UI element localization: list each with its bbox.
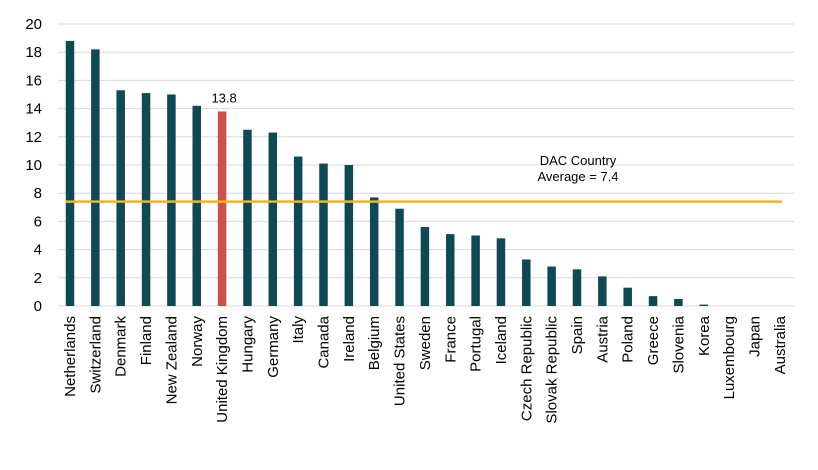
x-category-label: Sweden [417, 316, 434, 370]
y-tick-label: 2 [34, 270, 42, 287]
bar-hungary [243, 129, 252, 306]
x-category-label: Slovenia [670, 315, 687, 373]
y-tick-label: 10 [25, 157, 42, 174]
x-category-label: France [442, 316, 459, 363]
bar-france [446, 234, 455, 306]
x-category-label: Czech Republic [518, 316, 535, 422]
y-tick-label: 6 [34, 213, 42, 230]
x-category-label: Luxembourg [721, 316, 738, 399]
bar-united-states [395, 208, 404, 306]
bar-belgium [369, 197, 379, 306]
x-category-label: Korea [696, 315, 713, 356]
gridlines [58, 23, 794, 307]
bar-new-zealand [167, 94, 176, 306]
x-category-label: United States [392, 316, 409, 406]
bar-portugal [471, 235, 480, 306]
x-category-label: Belgium [366, 316, 383, 370]
x-axis-category-labels: Netherlands Switzerland Denmark Finland New … [62, 315, 789, 423]
bar-iceland [496, 238, 506, 306]
bar-finland [141, 93, 151, 306]
y-tick-label: 4 [34, 242, 42, 259]
x-category-label: Spain [569, 316, 586, 354]
bar-italy [293, 156, 303, 306]
y-tick-label: 12 [25, 129, 42, 146]
bar-norway [192, 105, 201, 306]
y-tick-label: 18 [25, 44, 42, 61]
x-category-label: Slovak Republic [544, 316, 561, 424]
y-tick-label: 16 [25, 72, 42, 89]
x-category-label: Austria [594, 315, 611, 362]
bar-czech-republic [522, 259, 531, 306]
x-category-label: Ireland [341, 316, 358, 362]
x-category-label: Finland [138, 316, 155, 365]
bar-slovak-republic [547, 266, 556, 306]
bar-canada [319, 163, 328, 306]
bar-korea [699, 304, 708, 306]
bar-sweden [420, 227, 430, 306]
x-category-label: Germany [265, 316, 282, 378]
average-label-line-2: Average = 7.4 [537, 169, 618, 184]
x-category-label: Greece [645, 316, 662, 365]
x-category-label: Norway [189, 316, 206, 367]
x-category-label: Hungary [239, 316, 256, 373]
bar-denmark [116, 90, 125, 307]
x-category-label: Denmark [113, 316, 130, 377]
bar-united-kingdom [217, 111, 227, 306]
highlight-bar-value-label: 13.8 [211, 90, 236, 105]
x-category-label: Poland [620, 316, 637, 363]
x-category-label: Switzerland [87, 316, 104, 394]
bar-greece [648, 296, 658, 306]
x-category-label: United Kingdom [214, 316, 231, 423]
x-category-label: Iceland [493, 316, 510, 364]
bar-germany [268, 132, 278, 306]
bar-slovenia [674, 298, 683, 306]
x-category-label: Portugal [468, 316, 485, 372]
bar-spain [572, 269, 582, 306]
y-tick-label: 8 [34, 185, 42, 202]
x-category-label: Canada [316, 315, 333, 368]
x-category-label: New Zealand [163, 316, 180, 404]
y-tick-label: 20 [25, 16, 42, 33]
x-category-label: Italy [290, 316, 307, 344]
bar-netherlands [65, 40, 75, 307]
x-category-label: Netherlands [62, 316, 79, 397]
average-label-line-1: DAC Country [540, 153, 617, 168]
bar-ireland [344, 165, 354, 306]
bar-poland [623, 287, 632, 306]
bars [65, 40, 708, 307]
x-category-label: Australia [772, 315, 789, 374]
y-axis-tick-labels: 0 2 4 6 8 10 12 14 16 18 20 [25, 16, 42, 315]
bar-switzerland [91, 49, 100, 306]
y-tick-label: 0 [34, 298, 42, 315]
bar-austria [598, 276, 607, 306]
y-tick-label: 14 [25, 101, 42, 118]
x-category-label: Japan [746, 316, 763, 357]
